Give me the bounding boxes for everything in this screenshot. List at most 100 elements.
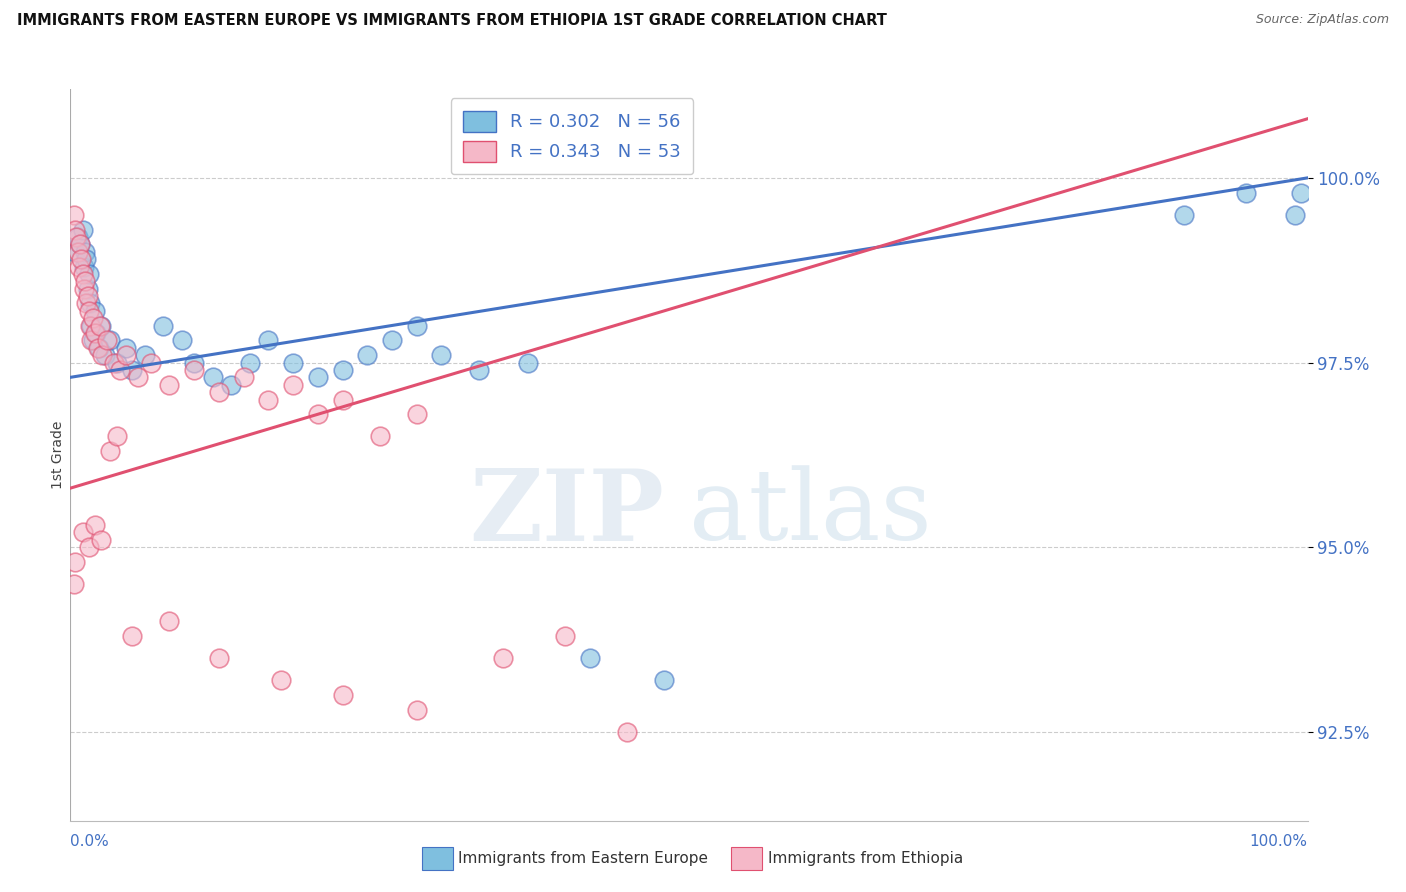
Point [579, 651, 602, 665]
Point [98, 334, 121, 348]
Point [75, 252, 97, 267]
Point [1291, 186, 1313, 200]
Point [75, 296, 97, 310]
Point [139, 355, 162, 369]
Text: ZIP: ZIP [470, 465, 664, 562]
Point [105, 429, 128, 443]
Point [91, 348, 114, 362]
Point [652, 673, 675, 688]
Point [307, 370, 329, 384]
Point [72, 525, 94, 540]
Point [77, 267, 100, 281]
Point [270, 673, 292, 688]
Point [73, 260, 96, 274]
Point [87, 341, 110, 355]
Point [115, 348, 138, 362]
Point [115, 341, 138, 355]
Point [232, 370, 254, 384]
Point [332, 688, 354, 702]
Point [72, 267, 94, 281]
Point [121, 629, 143, 643]
Point [492, 651, 515, 665]
Point [80, 334, 103, 348]
Point [170, 334, 193, 348]
Point [65, 244, 87, 259]
Point [75, 244, 97, 259]
Point [108, 363, 131, 377]
Point [183, 363, 205, 377]
Point [405, 318, 427, 333]
Point [257, 334, 280, 348]
Point [616, 725, 638, 739]
Point [1284, 208, 1306, 222]
Point [152, 318, 174, 333]
Point [134, 348, 156, 362]
Legend: R = 0.302   N = 56, R = 0.343   N = 53: R = 0.302 N = 56, R = 0.343 N = 53 [450, 98, 693, 174]
Point [356, 348, 378, 362]
Point [307, 407, 329, 421]
Text: 100.0%: 100.0% [1250, 834, 1308, 849]
Point [157, 614, 180, 628]
Point [66, 244, 89, 259]
Point [84, 303, 107, 318]
Point [65, 230, 87, 244]
Point [332, 392, 354, 407]
Point [84, 518, 107, 533]
Point [63, 208, 86, 222]
Point [121, 363, 143, 377]
Point [79, 296, 101, 310]
Point [103, 355, 125, 369]
Point [219, 377, 242, 392]
Point [90, 533, 112, 547]
Point [332, 363, 354, 377]
Point [76, 289, 98, 303]
Point [1234, 186, 1257, 200]
Point [201, 370, 224, 384]
Point [467, 363, 489, 377]
Point [89, 318, 111, 333]
Point [86, 341, 108, 355]
Point [105, 355, 128, 369]
Point [77, 541, 100, 555]
Point [80, 318, 103, 333]
Point [127, 370, 149, 384]
Point [257, 392, 280, 407]
Point [69, 237, 91, 252]
Point [82, 311, 104, 326]
Text: Immigrants from Ethiopia: Immigrants from Ethiopia [768, 851, 963, 865]
Point [281, 355, 304, 369]
Point [405, 407, 427, 421]
Point [98, 444, 121, 458]
Point [517, 355, 540, 369]
Point [96, 334, 118, 348]
Point [76, 282, 98, 296]
Point [208, 651, 231, 665]
Text: IMMIGRANTS FROM EASTERN EUROPE VS IMMIGRANTS FROM ETHIOPIA 1ST GRADE CORRELATION: IMMIGRANTS FROM EASTERN EUROPE VS IMMIGR… [17, 13, 887, 29]
Point [1173, 208, 1195, 222]
Point [67, 260, 90, 274]
Point [65, 555, 87, 569]
Point [79, 318, 101, 333]
Point [368, 429, 391, 443]
Point [72, 222, 94, 236]
Point [73, 282, 96, 296]
Point [381, 334, 404, 348]
Point [405, 703, 427, 717]
Point [183, 355, 205, 369]
Point [94, 348, 117, 362]
Text: Immigrants from Eastern Europe: Immigrants from Eastern Europe [458, 851, 709, 865]
Point [75, 274, 97, 288]
Point [65, 222, 87, 236]
Point [430, 348, 453, 362]
Point [90, 318, 112, 333]
Text: atlas: atlas [689, 466, 932, 561]
Point [82, 334, 104, 348]
Point [157, 377, 180, 392]
Point [70, 252, 93, 267]
Point [281, 377, 304, 392]
Point [208, 385, 231, 400]
Text: 0.0%: 0.0% [70, 834, 110, 849]
Y-axis label: 1st Grade: 1st Grade [51, 421, 65, 489]
Point [69, 237, 91, 252]
Point [84, 326, 107, 340]
